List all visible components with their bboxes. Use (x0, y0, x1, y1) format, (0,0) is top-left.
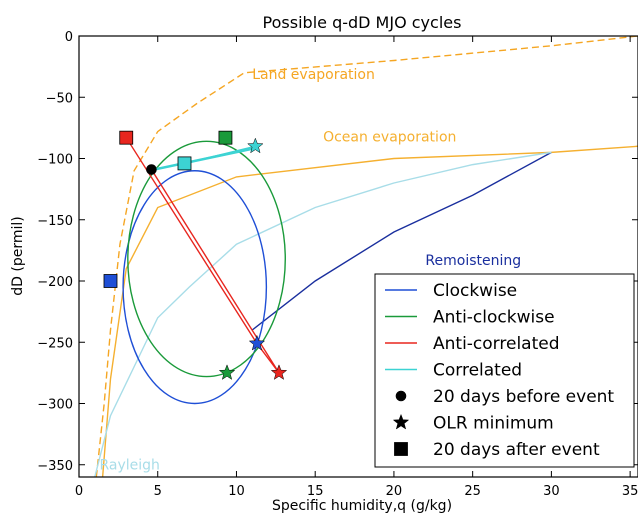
legend-label: 20 days before event (433, 387, 614, 407)
legend-label: Anti-clockwise (433, 308, 555, 328)
plot-frame (78, 35, 638, 478)
anticlockwise-min-marker (218, 364, 236, 380)
x-tick-label: 0 (75, 484, 83, 499)
clockwise-min-marker (248, 334, 266, 351)
land-line (95, 36, 638, 477)
annotations: Land evaporation Ocean evaporation Remoist… (99, 67, 521, 474)
x-axis-label: Specific humidity,q (g/kg) (272, 498, 452, 513)
legend-entry: Clockwise (385, 281, 517, 301)
markers (103, 130, 288, 380)
anticorrelated-end-marker (119, 130, 134, 145)
legend-label: Correlated (433, 361, 522, 381)
legend-box (374, 273, 635, 468)
correlated3-cycle (151, 148, 256, 172)
rayleigh-line (94, 151, 552, 477)
y-tick-label: −300 (37, 398, 73, 413)
correlated2-cycle (151, 146, 256, 171)
y-tick-label: −100 (37, 153, 73, 168)
legend-label: OLR minimum (433, 414, 554, 434)
x-tick-label: 20 (386, 484, 403, 499)
legend-swatch (392, 413, 410, 430)
correlated-end-marker (177, 156, 192, 171)
y-tick-label: −150 (37, 214, 73, 229)
legend-entry: 20 days after event (394, 440, 600, 460)
cycle-lines (122, 137, 286, 405)
chart-title: Possible q-dD MJO cycles (263, 13, 462, 32)
legend: Clockwise Anti-clockwise Anti-correlated Co… (374, 273, 635, 468)
y-axis-label: dD (permil) (10, 216, 26, 295)
correlated-min-marker (247, 137, 264, 154)
x-tick-label: 35 (622, 484, 638, 499)
legend-entry: 20 days before event (395, 387, 614, 407)
x-axis-ticks: 0 5 10 15 20 25 30 35 (75, 36, 638, 499)
anticorrelated-min-marker (270, 364, 288, 380)
rayleigh-annotation: Rayleigh (99, 458, 159, 474)
x-tick-label: 25 (464, 484, 481, 499)
y-tick-label: −50 (46, 91, 73, 106)
y-tick-label: 0 (65, 30, 73, 45)
x-tick-label: 10 (228, 484, 245, 499)
anticlockwise-end-marker (218, 130, 233, 145)
legend-swatch (394, 442, 408, 456)
legend-entry: Correlated (385, 361, 522, 381)
x-tick-label: 5 (154, 484, 162, 499)
clockwise-cycle (122, 170, 268, 405)
remoistening-line (251, 151, 552, 331)
y-tick-label: −350 (37, 459, 73, 474)
ocean-annotation: Ocean evaporation (323, 129, 456, 145)
y-tick-label: −250 (37, 336, 73, 351)
clockwise-end-marker (103, 274, 118, 288)
legend-label: Clockwise (433, 281, 517, 301)
start-marker (146, 164, 157, 175)
legend-entry: OLR minimum (392, 413, 554, 434)
reference-lines (94, 36, 638, 477)
legend-label: 20 days after event (433, 440, 600, 460)
y-tick-label: −200 (37, 275, 73, 290)
x-tick-label: 30 (543, 484, 560, 499)
legend-entry: Anti-clockwise (385, 308, 555, 328)
ocean-line (101, 145, 638, 477)
anticlockwise-cycle (127, 140, 286, 378)
legend-label: Anti-correlated (433, 334, 560, 354)
remoistening-annotation: Remoistening (425, 253, 521, 269)
legend-entry: Anti-correlated (385, 334, 560, 354)
x-tick-label: 15 (307, 484, 324, 499)
land-annotation: Land evaporation (252, 67, 375, 83)
y-axis-ticks: 0 −50 −100 −150 −200 −250 −300 −350 (37, 30, 638, 474)
legend-swatch (395, 390, 407, 402)
